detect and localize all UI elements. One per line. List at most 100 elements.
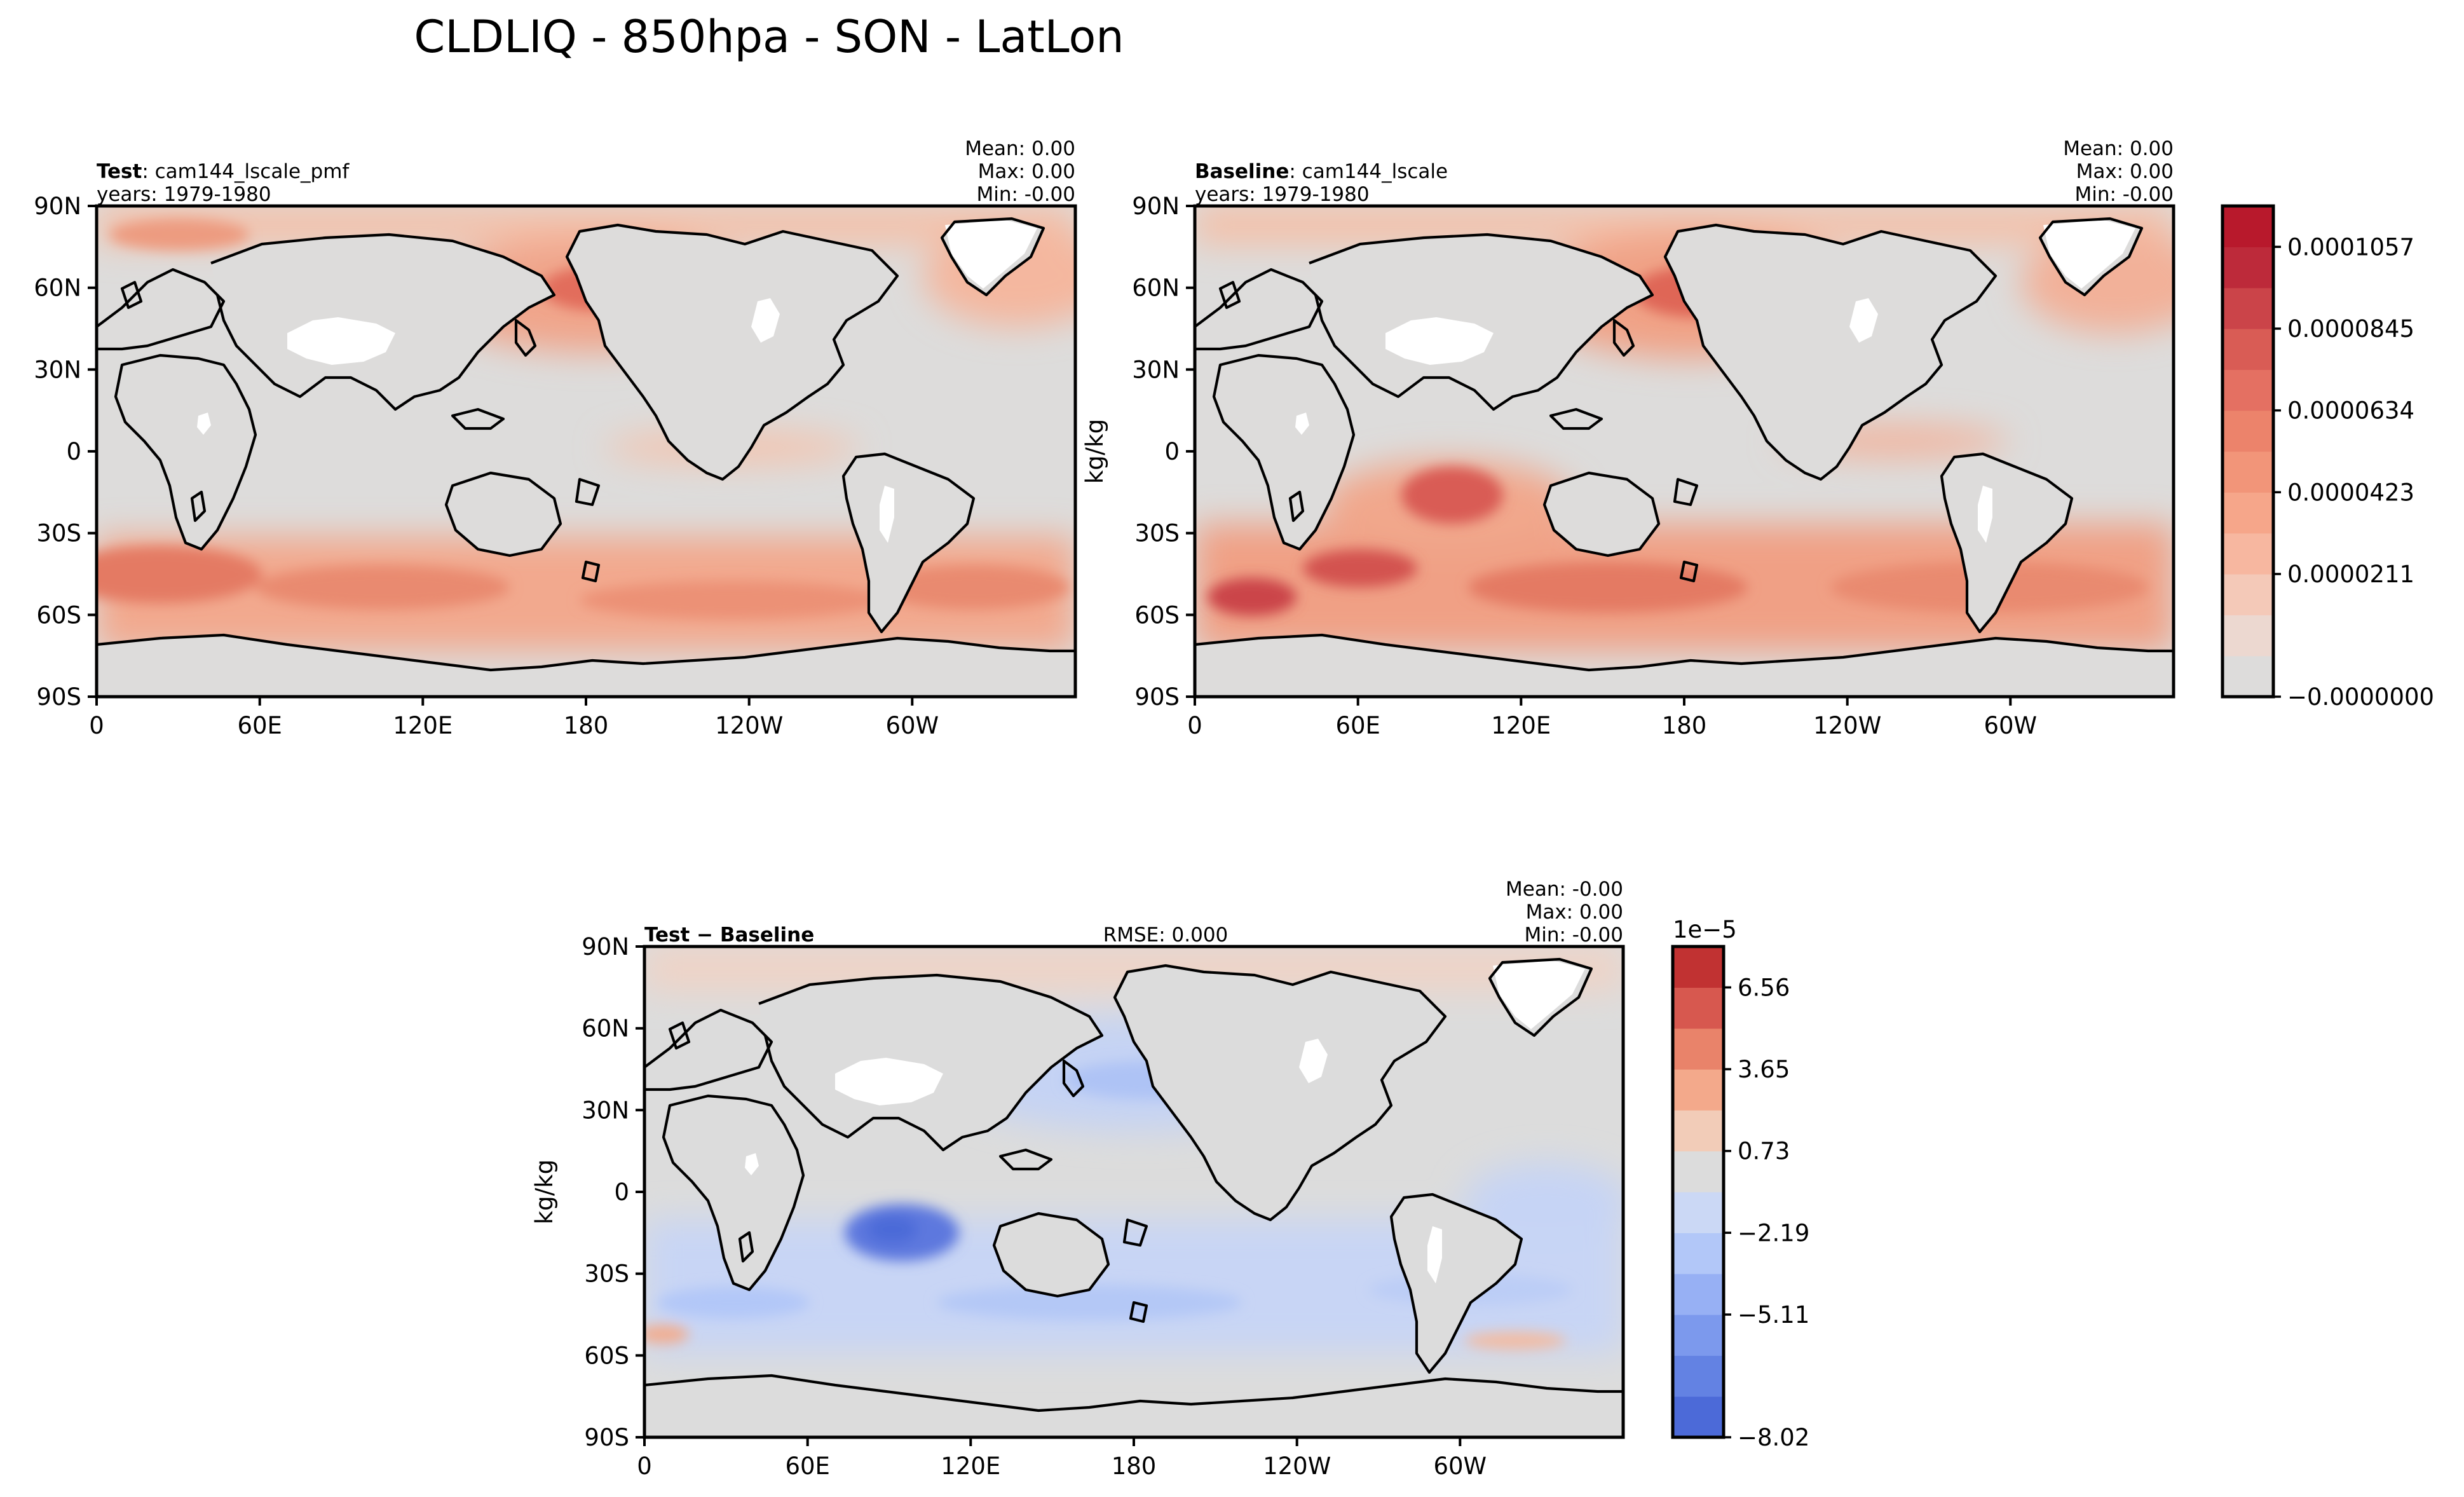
colorbar-swatch: [2222, 492, 2273, 534]
panel-label: Test: cam144_lscale_pmf: [97, 160, 350, 183]
y-tick-label: 60N: [34, 275, 81, 302]
y-tick-label: 30N: [1132, 356, 1180, 383]
y-axis: 90N 60N 30N 0 30S 60S 90S: [582, 933, 644, 1451]
y-tick-label: 60S: [584, 1342, 629, 1369]
stat-mean: Mean: 0.00: [2063, 137, 2174, 160]
x-axis: 0 60E 120E 180 120W 60W: [1187, 697, 2037, 739]
colorbar-swatch: [2222, 451, 2273, 493]
stat-mean: Mean: 0.00: [965, 137, 1075, 160]
x-tick-label: 180: [564, 712, 609, 739]
x-tick-label: 0: [1187, 712, 1202, 739]
x-tick-label: 60W: [885, 712, 939, 739]
colorbar-swatch: [2222, 287, 2273, 329]
x-tick-label: 120E: [941, 1453, 1000, 1480]
colorbar-frame: [1671, 945, 1725, 1439]
colorbar-swatch: [1673, 1151, 1724, 1193]
colorbar-swatch: [2222, 615, 2273, 657]
x-tick-label: 60E: [785, 1453, 829, 1480]
colorbar-swatches: [1673, 947, 1724, 1438]
colorbar-tick-label: 0.73: [1738, 1138, 1790, 1165]
colorbar-tick-label: −5.11: [1738, 1301, 1809, 1329]
y-tick-label: 60N: [1132, 275, 1180, 302]
y-tick-label: 90N: [582, 933, 629, 960]
panel-difference: Test − Baseline RMSE: 0.000 Mean: -0.00 …: [531, 878, 1625, 1480]
colorbar-exponent: 1e−5: [1673, 916, 1737, 943]
colorbar-swatches: [2222, 206, 2273, 697]
colorbar-swatch: [2222, 655, 2273, 697]
stat-min: Min: -0.00: [976, 183, 1075, 206]
colorbar-frame: [2221, 204, 2275, 699]
colorbar-swatch: [2222, 369, 2273, 411]
y-tick-label: 90N: [34, 193, 81, 220]
colorbar-swatch: [2222, 533, 2273, 575]
stat-max: Max: 0.00: [978, 160, 1075, 183]
stat-mean: Mean: -0.00: [1506, 878, 1623, 901]
rmse-label: RMSE: 0.000: [1103, 924, 1229, 947]
x-tick-label: 0: [89, 712, 104, 739]
colorbar-swatch: [1673, 1028, 1724, 1070]
y-axis: 90N 60N 30N 0 30S 60S 90S: [1132, 193, 1195, 711]
panel-test: Test: cam144_lscale_pmf years: 1979-1980…: [34, 137, 1077, 739]
colorbar-swatch: [1673, 1192, 1724, 1233]
x-tick-label: 60W: [1433, 1453, 1487, 1480]
panel-label: Test − Baseline: [644, 924, 814, 947]
colorbar-swatch: [1673, 1355, 1724, 1397]
y-tick-label: 0: [66, 438, 81, 465]
colorbar-tick-label: −2.19: [1738, 1219, 1809, 1247]
stat-max: Max: 0.00: [1526, 901, 1623, 924]
panel-years: years: 1979-1980: [1195, 183, 1370, 206]
colorbar-tick-label: 0.0000845: [2287, 315, 2414, 343]
y-axis-units: kg/kg: [1081, 419, 1108, 484]
colorbar-swatch: [1673, 1110, 1724, 1152]
colorbar-swatch: [1673, 1273, 1724, 1315]
colorbar-tick-label: 0.0001057: [2287, 233, 2414, 261]
y-tick-label: 30N: [582, 1097, 629, 1124]
x-tick-label: 120E: [1491, 712, 1551, 739]
field-shading: [1195, 206, 2174, 697]
y-tick-label: 30S: [36, 520, 81, 547]
colorbar-swatch: [1673, 1396, 1724, 1438]
y-tick-label: 90S: [36, 683, 81, 711]
colorbar-tick-label: −0.0000000: [2287, 683, 2434, 711]
x-tick-label: 120W: [1263, 1453, 1331, 1480]
field-shading: [644, 947, 1623, 1437]
y-tick-label: 60S: [1134, 601, 1180, 629]
colorbar-tick-label: 0.0000423: [2287, 479, 2414, 506]
x-tick-label: 60E: [237, 712, 282, 739]
y-tick-label: 30S: [1134, 520, 1180, 547]
x-tick-label: 60E: [1335, 712, 1380, 739]
colorbar-swatch: [2222, 206, 2273, 247]
panel-years: years: 1979-1980: [97, 183, 271, 206]
stat-max: Max: 0.00: [2076, 160, 2174, 183]
colorbar-swatch: [2222, 410, 2273, 452]
y-tick-label: 90N: [1132, 193, 1180, 220]
x-axis: 0 60E 120E 180 120W 60W: [89, 697, 939, 739]
colorbar-tick-label: −8.02: [1738, 1424, 1809, 1451]
y-tick-label: 30N: [34, 356, 81, 383]
x-tick-label: 120W: [1813, 712, 1881, 739]
colorbar-difference: 1e−5 6.56 3.65 0.73 −2.19 −5.11 −8.02: [1671, 916, 1809, 1451]
colorbar-tick-label: 3.65: [1738, 1056, 1790, 1083]
colorbar-tick-label: 0.0000634: [2287, 397, 2414, 425]
colorbar-swatch: [1673, 1233, 1724, 1275]
x-tick-label: 180: [1112, 1453, 1157, 1480]
x-tick-label: 120E: [393, 712, 453, 739]
colorbar-tick-label: 6.56: [1738, 974, 1790, 1001]
x-axis: 0 60E 120E 180 120W 60W: [637, 1437, 1487, 1480]
colorbar-top: 0.0001057 0.0000845 0.0000634 0.0000423 0.00…: [2221, 204, 2434, 711]
x-tick-label: 60W: [1984, 712, 2037, 739]
colorbar-tick-label: 0.0000211: [2287, 561, 2414, 588]
y-tick-label: 60N: [582, 1015, 629, 1042]
colorbar-swatch: [1673, 987, 1724, 1029]
y-tick-label: 0: [1164, 438, 1180, 465]
colorbar-swatch: [2222, 574, 2273, 615]
colorbar-swatch: [2222, 329, 2273, 370]
y-axis: 90N 60N 30N 0 30S 60S 90S: [34, 193, 97, 711]
colorbar-swatch: [2222, 247, 2273, 289]
y-tick-label: 90S: [1134, 683, 1180, 711]
y-tick-label: 30S: [584, 1261, 629, 1288]
panel-baseline: Baseline: cam144_lscale years: 1979-1980…: [1081, 137, 2175, 739]
x-tick-label: 180: [1662, 712, 1707, 739]
figure-title: CLDLIQ - 850hpa - SON - LatLon: [414, 11, 1124, 63]
